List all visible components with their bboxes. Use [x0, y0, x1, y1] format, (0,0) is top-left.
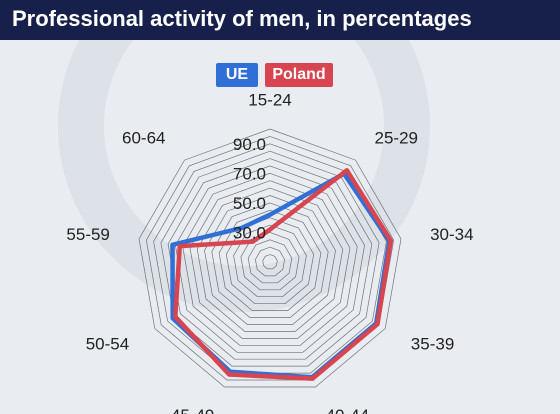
legend-ue: UE	[216, 63, 258, 87]
title-bar: Professional activity of men, in percent…	[0, 0, 560, 40]
grid-ring-65	[189, 180, 351, 339]
legend-poland: Poland	[265, 63, 333, 87]
grid-ring-30	[240, 232, 300, 291]
grid-ring-60	[196, 187, 344, 332]
legend-poland-label: Poland	[272, 66, 326, 83]
grid-ring-70	[182, 172, 358, 346]
category-label-50-54: 50-54	[86, 334, 129, 353]
grid-ring-80	[167, 158, 373, 360]
grid-ring-55	[204, 195, 336, 325]
grid-ring-100	[138, 128, 402, 388]
category-label-15-24: 15-24	[248, 90, 291, 109]
grid-ring-50	[211, 202, 329, 318]
tick-label-50: 50.0	[233, 194, 266, 213]
radar-labels: 30.0 50.0 70.0 90.0 15-24 25-29 30-34 35-39 40-4…	[66, 90, 473, 414]
tick-label-70: 70.0	[233, 164, 266, 183]
category-label-55-59: 55-59	[66, 225, 109, 244]
series-line-poland	[173, 168, 394, 381]
tick-label-30: 30.0	[233, 223, 266, 242]
category-label-40-44: 40-44	[326, 406, 369, 414]
category-label-30-34: 30-34	[430, 225, 473, 244]
grid-ring-95	[145, 136, 395, 381]
grid-ring-20	[255, 246, 285, 277]
grid-ring-25	[247, 239, 293, 284]
grid-ring-85	[160, 150, 380, 367]
category-label-35-39: 35-39	[411, 334, 454, 353]
radar-series	[170, 168, 394, 381]
grid-ring-45	[218, 209, 322, 311]
chart-title: Professional activity of men, in percent…	[12, 6, 472, 31]
tick-label-90: 90.0	[233, 135, 266, 154]
grid-ring-15	[262, 254, 278, 270]
category-label-45-49: 45-49	[171, 406, 214, 414]
category-label-60-64: 60-64	[122, 129, 165, 148]
grid-ring-75	[175, 165, 365, 353]
category-label-25-29: 25-29	[375, 129, 418, 148]
legend-ue-label: UE	[225, 66, 249, 83]
